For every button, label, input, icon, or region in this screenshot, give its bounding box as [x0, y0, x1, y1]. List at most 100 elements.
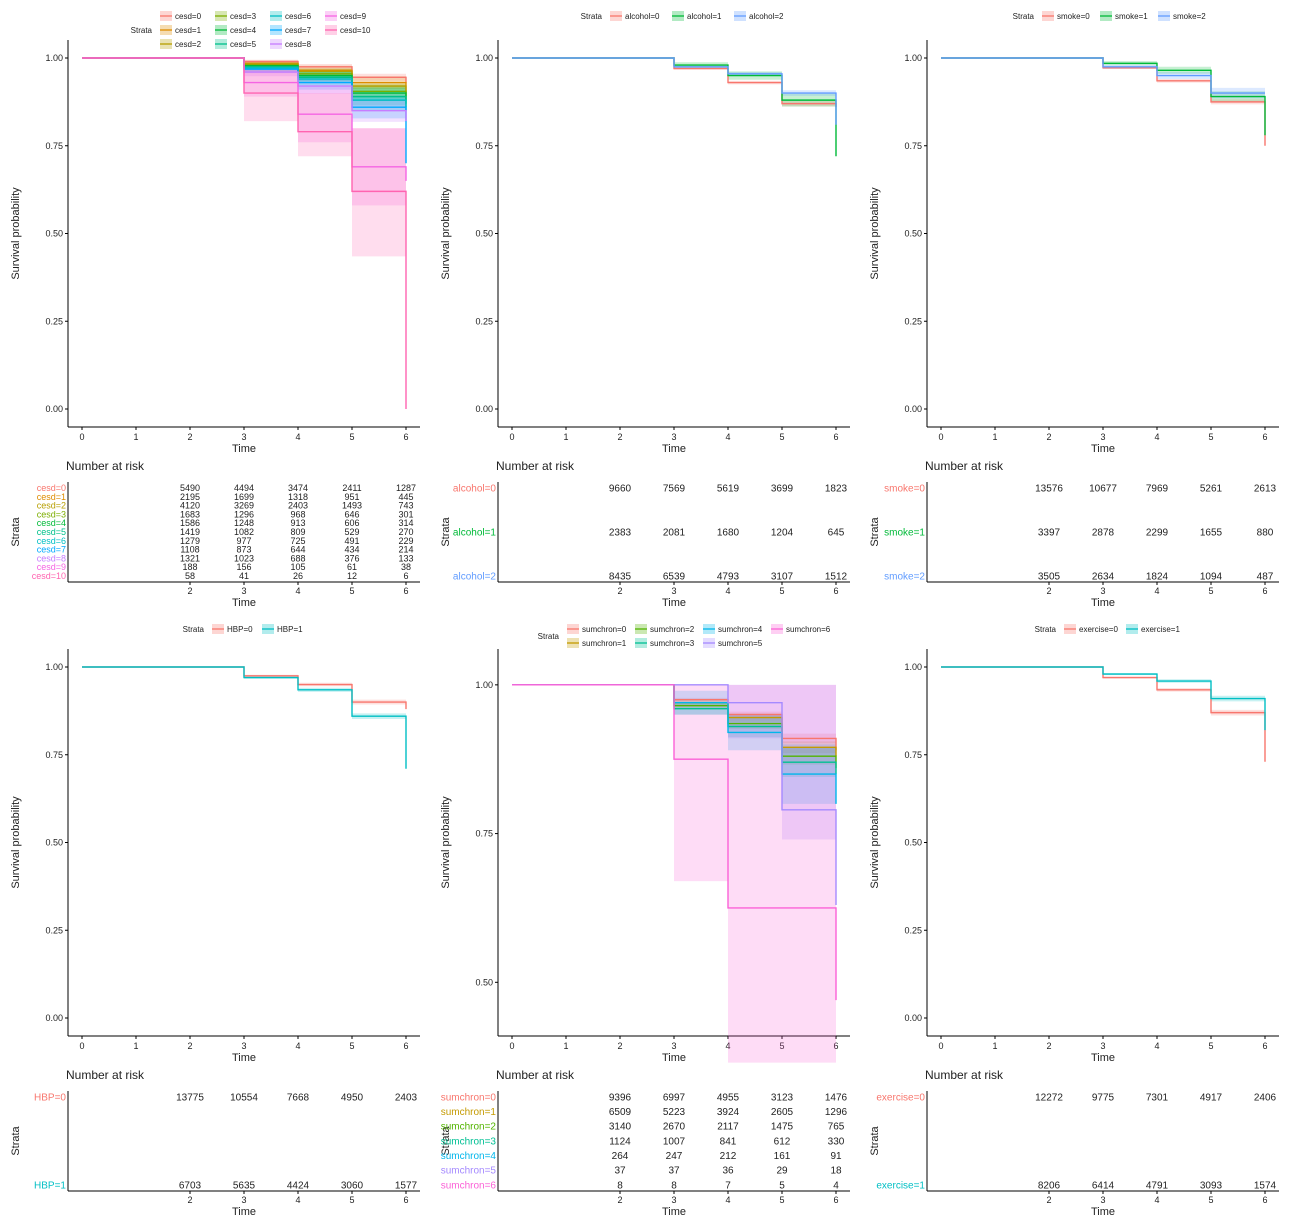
- risk-x-tick-label: 6: [403, 1195, 408, 1205]
- risk-y-axis-title: Strata: [10, 1125, 22, 1155]
- risk-cell: 7668: [287, 1092, 310, 1103]
- risk-cell: 4950: [341, 1092, 364, 1103]
- risk-cell: 841: [720, 1136, 737, 1147]
- km-chart-svg: Strata alcohol=0 alcohol=1 alcohol=2 0.00 0.2…: [440, 11, 850, 609]
- x-tick-label: 0: [938, 432, 943, 442]
- risk-cell: 7969: [1146, 483, 1169, 494]
- y-tick-label: 1.00: [45, 662, 63, 672]
- x-tick-label: 1: [992, 432, 997, 442]
- legend-title: Strata: [183, 625, 205, 634]
- risk-row-label: smoke=1: [884, 527, 925, 538]
- ci-band-sumchron=6: [512, 684, 836, 1063]
- risk-title: Number at risk: [66, 1068, 145, 1082]
- risk-row-label: cesd=3: [37, 509, 66, 519]
- risk-x-axis-title: Time: [662, 597, 686, 609]
- risk-cell: 3107: [771, 571, 794, 582]
- km-axes: 0.00 0.25 0.50 0.75 1.00 0 1 2 3 4 5 6 Time Survival …: [10, 649, 420, 1064]
- x-tick-label: 5: [779, 1041, 784, 1051]
- x-tick-label: 0: [79, 1041, 84, 1051]
- legend-label: HBP=0: [227, 625, 253, 634]
- risk-cell: 1124: [609, 1136, 631, 1147]
- risk-cell: 5635: [233, 1180, 256, 1191]
- risk-cell: 38: [401, 562, 411, 572]
- x-tick-label: 1: [133, 1041, 138, 1051]
- risk-cell: 1655: [1200, 527, 1223, 538]
- risk-cell: 491: [344, 536, 359, 546]
- legend-label: cesd=10: [340, 26, 371, 35]
- risk-cell: 37: [614, 1166, 626, 1177]
- risk-cell: 4917: [1200, 1092, 1223, 1103]
- risk-cell: 105: [290, 562, 305, 572]
- risk-x-tick-label: 5: [779, 586, 784, 596]
- legend: Strata cesd=0 cesd=1 cesd=2 cesd=3 cesd=4 cesd…: [131, 11, 371, 49]
- y-tick-label: 0.75: [904, 141, 922, 151]
- x-tick-label: 4: [1154, 1041, 1159, 1051]
- risk-cell: 1279: [180, 536, 200, 546]
- x-tick-label: 2: [617, 1041, 622, 1051]
- legend-label: exercise=1: [1141, 625, 1180, 634]
- x-tick-label: 2: [187, 432, 192, 442]
- x-tick-label: 2: [1046, 432, 1051, 442]
- y-tick-label: 0.75: [475, 829, 493, 839]
- risk-x-tick-label: 2: [617, 1195, 622, 1205]
- risk-row-label: sumchron=2: [441, 1122, 497, 1133]
- x-tick-label: 4: [295, 432, 300, 442]
- risk-cell: 1577: [395, 1180, 418, 1191]
- risk-cell: 5223: [663, 1107, 686, 1118]
- risk-cell: 2605: [771, 1107, 794, 1118]
- legend-label: smoke=1: [1115, 12, 1148, 21]
- risk-cell: 4424: [287, 1180, 310, 1191]
- risk-cell: 264: [612, 1151, 629, 1162]
- km-curve-HBP=1: [82, 666, 407, 769]
- risk-cell: 18: [830, 1166, 842, 1177]
- risk-cell: 26: [293, 571, 303, 581]
- km-panel-4: Strata HBP=0 HBP=1 0.00 0.25 0.50 0.75 1.00 0 1 2 3…: [0, 609, 430, 1218]
- km-curve-cesd=10: [82, 57, 407, 409]
- y-tick-label: 0.00: [45, 1013, 63, 1023]
- risk-row-label: HBP=1: [34, 1180, 66, 1191]
- ci-band-cesd=9: [82, 58, 406, 227]
- legend-label: cesd=6: [285, 12, 312, 21]
- risk-cell: 1823: [825, 483, 848, 494]
- ci-band-cesd=10: [82, 58, 406, 409]
- y-axis-title: Survival probability: [440, 187, 452, 280]
- risk-y-axis-title: Strata: [10, 516, 22, 546]
- risk-row-label: cesd=4: [37, 518, 66, 528]
- risk-cell: 1493: [342, 501, 362, 511]
- x-tick-label: 6: [1262, 1041, 1267, 1051]
- legend: Strata smoke=0 smoke=1 smoke=2: [1013, 11, 1206, 21]
- risk-row-label: cesd=7: [37, 545, 66, 555]
- risk-row-label: sumchron=0: [441, 1092, 497, 1103]
- legend-label: cesd=4: [230, 26, 257, 35]
- risk-cell: 10554: [230, 1092, 258, 1103]
- km-panel-1: Strata cesd=0 cesd=1 cesd=2 cesd=3 cesd=4 cesd…: [0, 0, 430, 609]
- y-tick-label: 0.75: [475, 141, 493, 151]
- legend-title: Strata: [131, 26, 153, 35]
- risk-cell: 1419: [180, 527, 200, 537]
- x-tick-label: 6: [833, 432, 838, 442]
- risk-cell: 1082: [234, 527, 254, 537]
- risk-cell: 4: [833, 1180, 839, 1191]
- ci-band-cesd=0: [82, 58, 406, 88]
- risk-cell: 1680: [717, 527, 740, 538]
- legend-label: exercise=0: [1079, 625, 1118, 634]
- risk-row-label: sumchron=1: [441, 1107, 497, 1118]
- y-tick-label: 0.00: [45, 404, 63, 414]
- legend-label: smoke=2: [1173, 12, 1206, 21]
- risk-cell: 133: [398, 553, 413, 563]
- risk-x-axis-title: Time: [1091, 1206, 1115, 1218]
- km-chart-svg: Strata smoke=0 smoke=1 smoke=20.000.250.500…: [869, 11, 1279, 609]
- risk-cell: 1512: [825, 571, 848, 582]
- risk-x-tick-label: 4: [725, 1195, 730, 1205]
- km-chart-svg: Strata HBP=0 HBP=1 0.00 0.25 0.50 0.75 1.00 0 1 2 3…: [10, 624, 420, 1218]
- risk-cell: 765: [828, 1122, 845, 1133]
- risk-title: Number at risk: [925, 459, 1004, 473]
- y-tick-label: 0.50: [45, 838, 63, 848]
- risk-cell: 646: [344, 509, 359, 519]
- risk-cell: 809: [290, 527, 305, 537]
- x-tick-label: 6: [403, 432, 408, 442]
- km-curve-smoke=0: [941, 57, 1266, 146]
- x-tick-label: 6: [833, 1041, 838, 1051]
- legend-label: cesd=7: [285, 26, 312, 35]
- risk-cell: 1475: [771, 1122, 794, 1133]
